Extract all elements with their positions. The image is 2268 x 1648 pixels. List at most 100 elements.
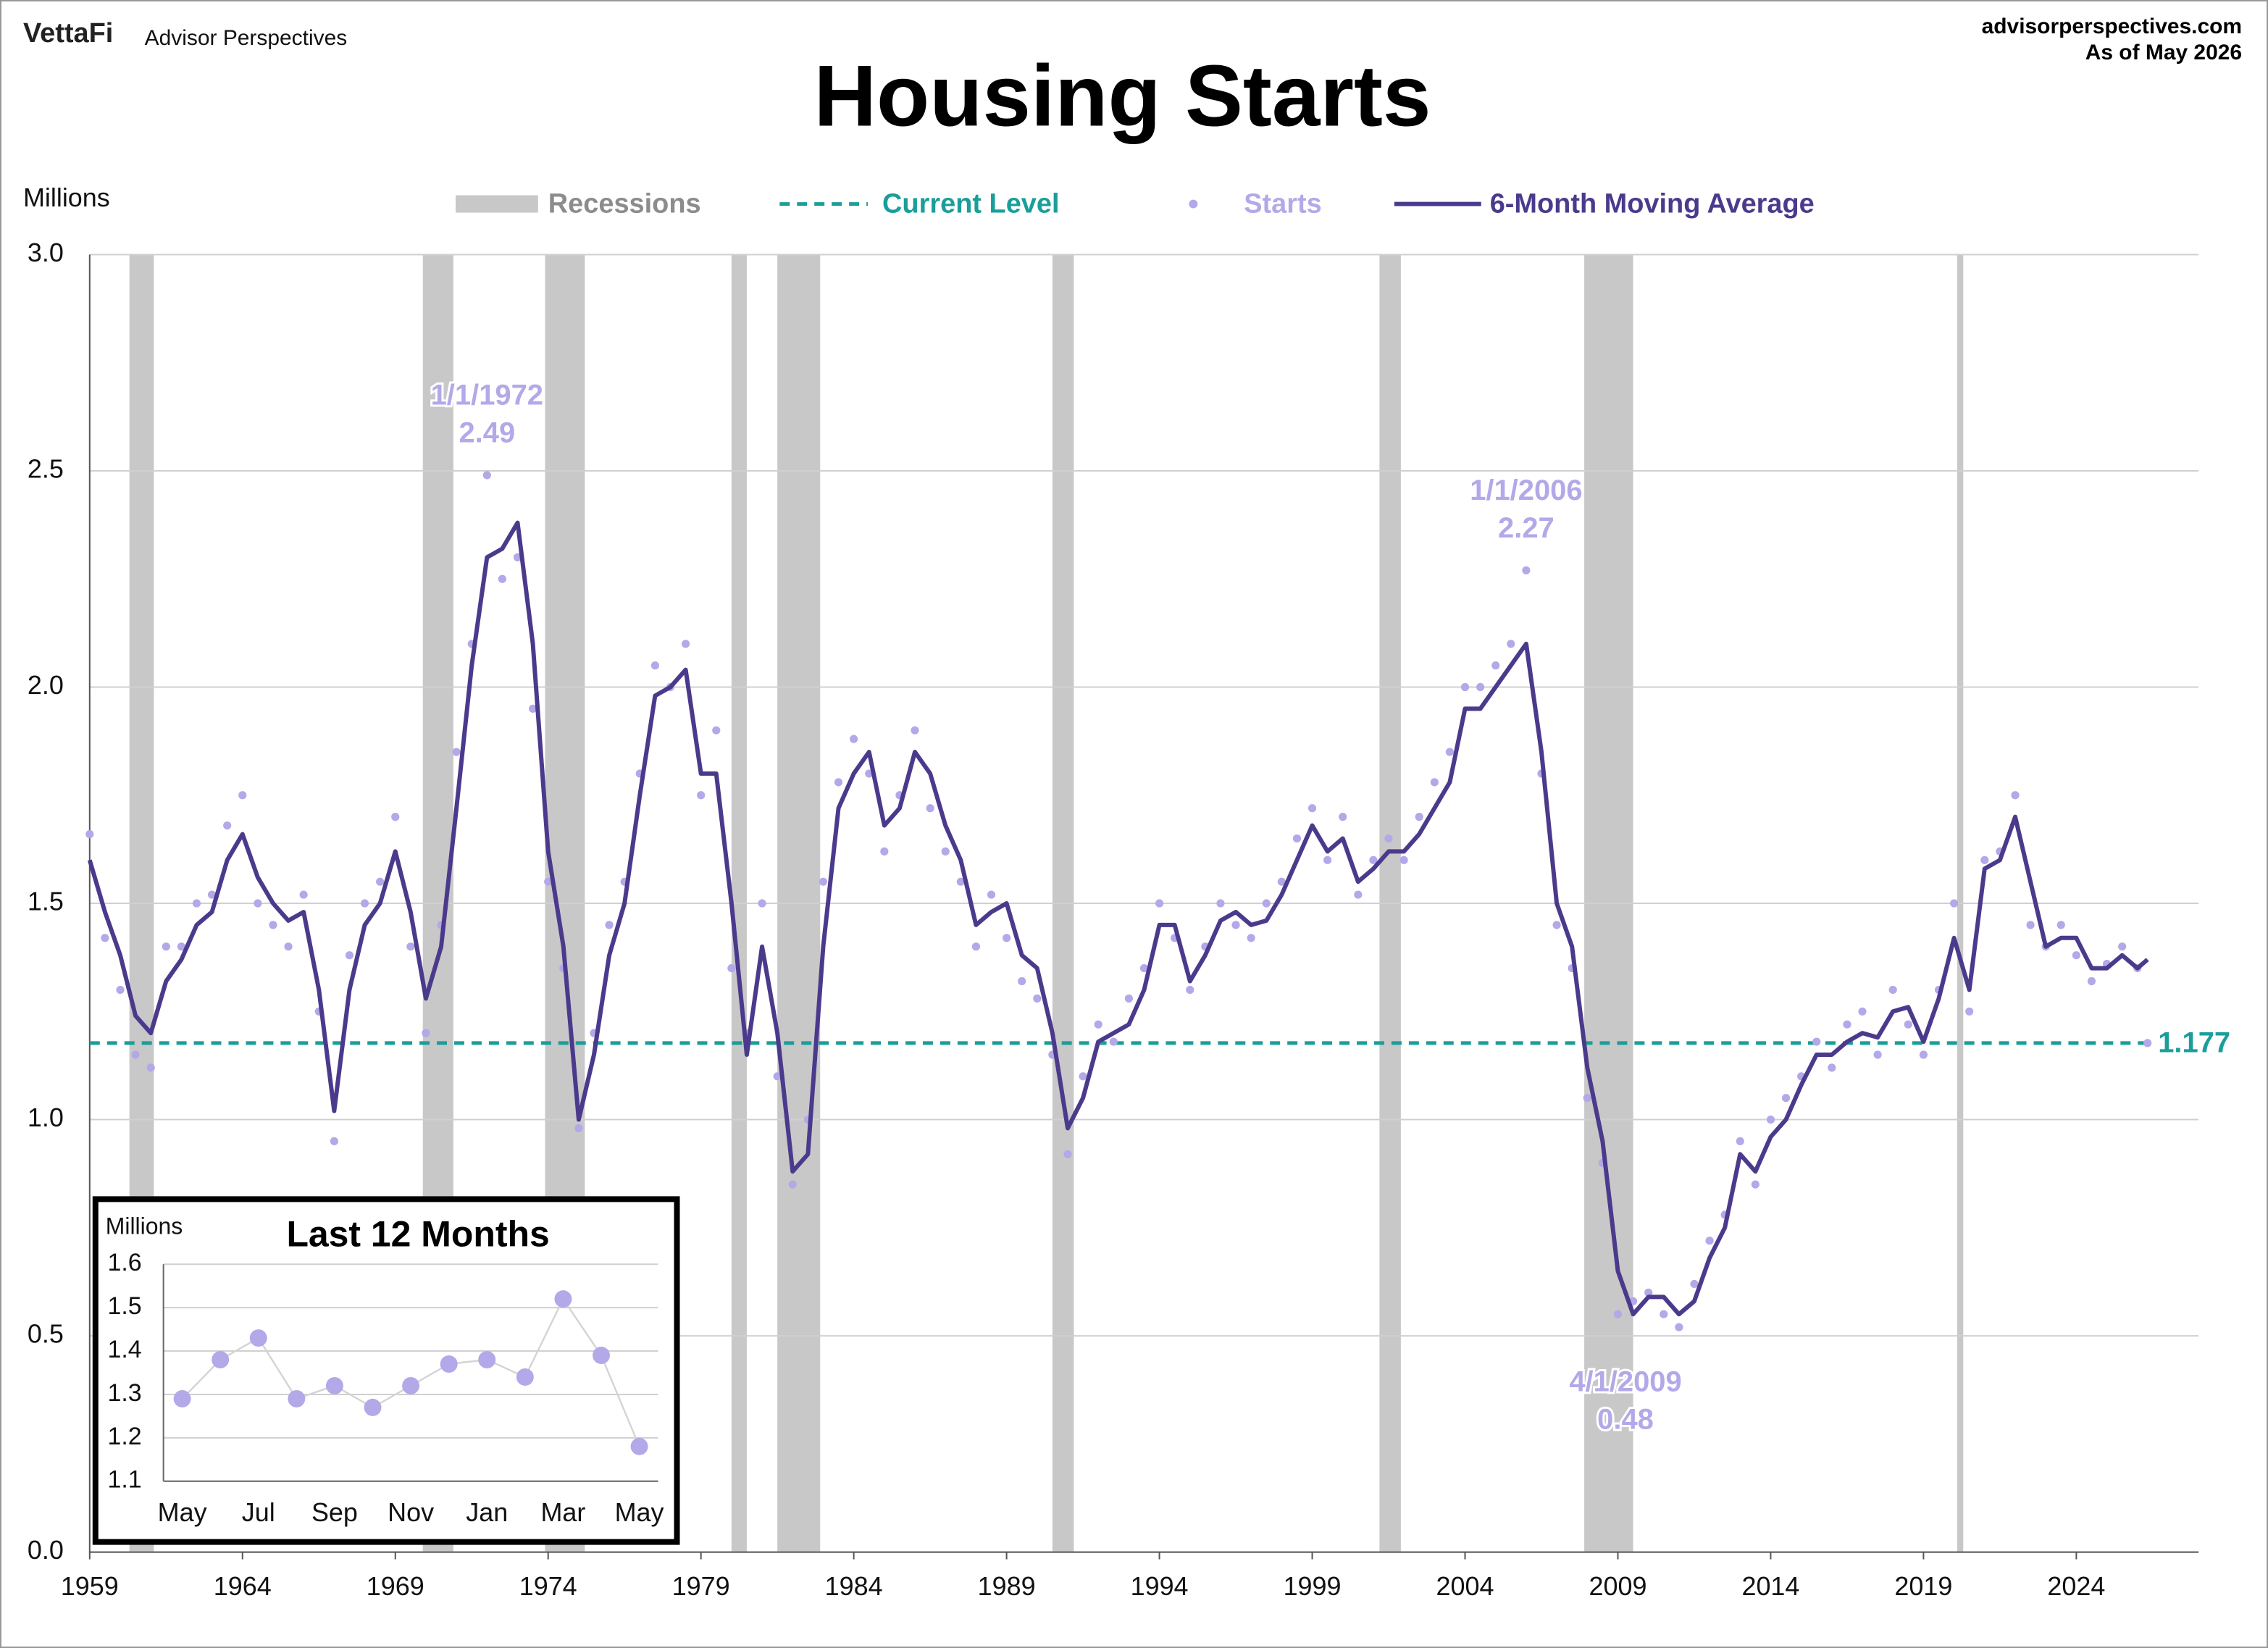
data-point (192, 899, 201, 908)
chart-title: Housing Starts (814, 48, 1431, 144)
inset-y-label: Millions (106, 1213, 183, 1239)
inset-x-tick-label: May (615, 1497, 664, 1527)
data-point (1507, 640, 1515, 648)
y-tick-label: 1.5 (28, 887, 64, 916)
data-point (1430, 778, 1439, 787)
data-point (773, 1072, 782, 1081)
data-point (223, 821, 232, 830)
x-tick-label: 2024 (2047, 1571, 2105, 1601)
data-point (850, 735, 858, 743)
data-point (1307, 804, 1317, 813)
data-point (1384, 834, 1393, 843)
data-point (2011, 791, 2020, 800)
x-tick-label: 1999 (1284, 1571, 1342, 1601)
data-point (452, 748, 461, 756)
data-point (1828, 1063, 1836, 1072)
current-level-label: 1.177 (2158, 1026, 2230, 1058)
legend-label: Starts (1244, 189, 1321, 219)
x-tick-label: 1994 (1131, 1571, 1189, 1601)
inset-point (630, 1437, 648, 1455)
data-point (2026, 921, 2035, 929)
inset-x-tick-label: Jul (242, 1497, 275, 1527)
data-point (1613, 1310, 1623, 1318)
inset-point (402, 1376, 420, 1394)
data-point (1812, 1037, 1821, 1046)
inset-x-tick-label: Mar (540, 1497, 585, 1527)
data-point (131, 1050, 140, 1059)
inset-y-tick-label: 1.5 (107, 1292, 141, 1320)
data-point (284, 942, 293, 951)
data-point (1018, 976, 1026, 986)
data-point (1904, 1020, 1912, 1029)
data-point (1216, 899, 1225, 908)
y-tick-label: 1.0 (28, 1103, 64, 1132)
data-point (926, 804, 934, 813)
x-tick-label: 1969 (367, 1571, 424, 1601)
inset-point (478, 1351, 496, 1368)
data-point (391, 813, 400, 821)
data-point (360, 899, 369, 908)
data-point (116, 985, 125, 995)
data-point (498, 574, 507, 583)
x-tick-label: 1959 (61, 1571, 119, 1601)
data-point (819, 877, 828, 886)
data-point (101, 934, 109, 942)
data-point (956, 877, 965, 886)
data-point (376, 877, 385, 886)
inset-point (516, 1368, 534, 1386)
x-tick-label: 1989 (978, 1571, 1036, 1601)
legend-swatch (455, 195, 538, 213)
data-point (254, 899, 262, 908)
data-point (1186, 985, 1194, 995)
site: advisorperspectives.com (1982, 14, 2242, 38)
x-tick-label: 1964 (214, 1571, 272, 1601)
data-point (605, 921, 614, 929)
data-point (269, 921, 277, 929)
publisher: Advisor Perspectives (145, 26, 348, 50)
x-tick-label: 1979 (672, 1571, 730, 1601)
data-point (1063, 1150, 1072, 1158)
data-point (177, 942, 185, 951)
data-point (2072, 951, 2080, 960)
inset-point (364, 1398, 382, 1416)
data-point (1109, 1037, 1118, 1046)
data-point (1705, 1237, 1714, 1245)
data-point (1873, 1050, 1882, 1059)
data-point (971, 942, 981, 951)
data-point (1247, 934, 1255, 942)
data-point (758, 899, 766, 908)
inset-point (249, 1329, 267, 1347)
data-point (544, 877, 553, 886)
x-tick-label: 2009 (1589, 1571, 1647, 1601)
data-point (2056, 921, 2065, 929)
data-point (911, 726, 919, 735)
data-point (1033, 994, 1042, 1003)
data-point (1675, 1323, 1683, 1331)
data-point (650, 661, 659, 670)
y-tick-label: 0.0 (28, 1535, 64, 1565)
as-of: As of May 2026 (2085, 41, 2242, 64)
inset-point (325, 1376, 343, 1394)
x-tick-label: 1984 (825, 1571, 883, 1601)
data-point (1660, 1310, 1668, 1318)
inset-point (288, 1389, 306, 1408)
inset-point (212, 1351, 230, 1368)
x-tick-label: 1974 (519, 1571, 577, 1601)
data-point (2087, 976, 2096, 986)
data-point (1736, 1137, 1744, 1145)
legend: Recessions Current Level Starts 6-Month Mov… (455, 189, 1815, 219)
legend-label: Recessions (548, 189, 701, 219)
inset-point (440, 1355, 458, 1373)
data-point (2118, 942, 2127, 951)
data-point (834, 778, 843, 787)
data-point (1552, 921, 1561, 929)
brand: VettaFi (23, 18, 113, 49)
data-point (1415, 813, 1423, 821)
data-point (1583, 1094, 1591, 1103)
inset-y-tick-label: 1.3 (107, 1379, 141, 1407)
inset-x-tick-label: Jan (466, 1497, 508, 1527)
data-point (1522, 566, 1531, 574)
inset-x-tick-label: May (158, 1497, 207, 1527)
